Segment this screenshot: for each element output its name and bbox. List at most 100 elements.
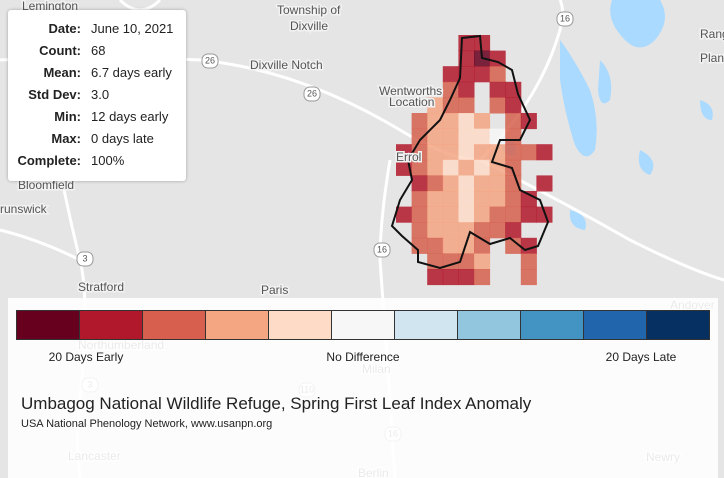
legend-panel: 20 Days Early No Difference 20 Days Late… bbox=[8, 298, 718, 478]
grid-cell bbox=[411, 237, 428, 254]
stat-label: Mean: bbox=[43, 65, 81, 80]
grid-cell bbox=[427, 97, 444, 114]
grid-cell bbox=[411, 191, 428, 208]
place-label: Paris bbox=[261, 283, 288, 297]
stat-row: Max: 0 days late bbox=[8, 128, 186, 150]
grid-cell bbox=[427, 113, 444, 130]
place-label: Location bbox=[389, 95, 434, 109]
grid-cell bbox=[505, 206, 522, 223]
grid-cell bbox=[505, 113, 522, 130]
grid-cell bbox=[474, 144, 491, 161]
grid-cell bbox=[489, 206, 506, 223]
grid-cell bbox=[474, 222, 491, 239]
grid-cell bbox=[458, 144, 475, 161]
grid-cell bbox=[411, 222, 428, 239]
swatch bbox=[269, 311, 332, 339]
grid-cell bbox=[489, 159, 506, 176]
grid-cell bbox=[489, 66, 506, 83]
stat-row: Date: June 10, 2021 bbox=[8, 18, 186, 40]
stat-row: Mean: 6.7 days early bbox=[8, 62, 186, 84]
stat-value: 6.7 days early bbox=[91, 65, 172, 80]
grid-cell bbox=[458, 50, 475, 67]
grid-cell bbox=[474, 35, 491, 52]
grid-cell bbox=[442, 81, 459, 98]
swatch bbox=[458, 311, 521, 339]
grid-cell bbox=[474, 191, 491, 208]
stat-row: Complete: 100% bbox=[8, 150, 186, 172]
grid-cell bbox=[411, 159, 428, 176]
grid-cell bbox=[442, 191, 459, 208]
grid-cell bbox=[427, 159, 444, 176]
grid-cell bbox=[536, 175, 553, 192]
place-label: Township of bbox=[277, 3, 341, 17]
grid-cell bbox=[474, 206, 491, 223]
grid-cell bbox=[458, 128, 475, 145]
grid-cell bbox=[442, 144, 459, 161]
stat-value: 3.0 bbox=[91, 87, 110, 102]
grid-cell bbox=[442, 97, 459, 114]
map-subtitle: USA National Phenology Network, www.usan… bbox=[21, 418, 273, 430]
grid-cell bbox=[458, 175, 475, 192]
grid-cell bbox=[505, 237, 522, 254]
grid-cell bbox=[442, 206, 459, 223]
map-title: Umbagog National Wildlife Refuge, Spring… bbox=[21, 394, 532, 413]
swatch bbox=[395, 311, 458, 339]
grid-cell bbox=[474, 128, 491, 145]
grid-cell bbox=[427, 206, 444, 223]
grid-cell bbox=[458, 81, 475, 98]
grid-cell bbox=[505, 128, 522, 145]
grid-cell bbox=[458, 269, 475, 286]
grid-cell bbox=[458, 206, 475, 223]
grid-cell bbox=[442, 159, 459, 176]
stat-label: Std Dev: bbox=[28, 87, 81, 102]
grid-cell bbox=[442, 222, 459, 239]
grid-cell bbox=[458, 237, 475, 254]
grid-cell bbox=[411, 206, 428, 223]
grid-cell bbox=[458, 66, 475, 83]
stat-value: 100% bbox=[91, 153, 125, 168]
grid-cell bbox=[520, 144, 537, 161]
place-label: Plant bbox=[700, 51, 724, 65]
anomaly-grid bbox=[396, 35, 553, 286]
swatch bbox=[206, 311, 269, 339]
grid-cell bbox=[505, 144, 522, 161]
grid-cell bbox=[474, 113, 491, 130]
swatch bbox=[143, 311, 206, 339]
grid-cell bbox=[474, 269, 491, 286]
road-shield bbox=[303, 86, 321, 102]
place-label: Rang bbox=[700, 27, 724, 41]
grid-cell bbox=[505, 97, 522, 114]
grid-cell bbox=[427, 191, 444, 208]
grid-cell bbox=[411, 113, 428, 130]
stat-value: 68 bbox=[91, 43, 106, 58]
grid-cell bbox=[458, 97, 475, 114]
grid-cell bbox=[442, 66, 459, 83]
grid-cell bbox=[489, 222, 506, 239]
grid-cell bbox=[411, 175, 428, 192]
stat-label: Date: bbox=[48, 21, 81, 36]
road-number: 26 bbox=[307, 88, 317, 98]
legend-label: 20 Days Late bbox=[605, 350, 677, 364]
grid-cell bbox=[489, 50, 506, 67]
grid-cell bbox=[474, 253, 491, 270]
stat-row: Std Dev: 3.0 bbox=[8, 84, 186, 106]
road-shield bbox=[556, 11, 574, 27]
place-label: Dixville Notch bbox=[250, 58, 323, 72]
grid-cell bbox=[458, 113, 475, 130]
stat-label: Min: bbox=[54, 109, 81, 124]
stat-value: 12 days early bbox=[91, 109, 169, 124]
grid-cell bbox=[458, 159, 475, 176]
stat-row: Min: 12 days early bbox=[8, 106, 186, 128]
road-number: 16 bbox=[377, 244, 387, 254]
place-label: Errol bbox=[396, 150, 421, 164]
grid-cell bbox=[489, 191, 506, 208]
stat-label: Max: bbox=[51, 131, 81, 146]
grid-cell bbox=[489, 81, 506, 98]
road-shield bbox=[201, 53, 219, 69]
road-number: 3 bbox=[82, 253, 87, 263]
grid-cell bbox=[442, 113, 459, 130]
grid-cell bbox=[411, 128, 428, 145]
stat-label: Count: bbox=[39, 43, 81, 58]
stat-value: June 10, 2021 bbox=[91, 21, 174, 36]
grid-cell bbox=[458, 191, 475, 208]
